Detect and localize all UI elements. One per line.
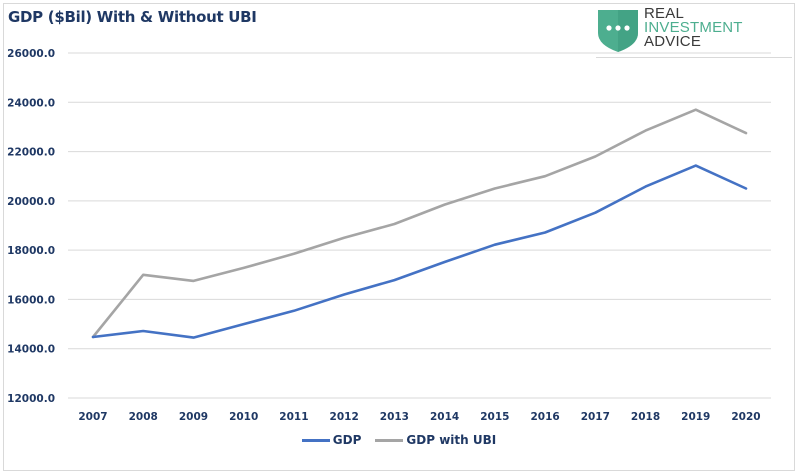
legend-item-gdp: GDP xyxy=(301,433,362,447)
logo: REAL INVESTMENT ADVICE xyxy=(596,5,796,58)
y-tick-label: 24000.0 xyxy=(7,97,55,109)
logo-line-real: REAL xyxy=(644,5,684,22)
x-tick-label: 2008 xyxy=(129,411,158,423)
y-tick-label: 14000.0 xyxy=(7,344,55,356)
logo-divider xyxy=(596,57,792,58)
legend-item-gdp-with-ubi: GDP with UBI xyxy=(375,433,496,447)
y-tick-label: 12000.0 xyxy=(7,393,55,405)
y-tick-label: 18000.0 xyxy=(7,245,55,257)
logo-text: REAL INVESTMENT ADVICE xyxy=(644,5,743,50)
x-tick-label: 2017 xyxy=(581,411,610,423)
y-tick-label: 22000.0 xyxy=(7,147,55,159)
logo-line-investment: INVESTMENT xyxy=(644,19,743,36)
chart-frame xyxy=(3,3,795,471)
x-tick-label: 2020 xyxy=(731,411,760,423)
x-tick-label: 2011 xyxy=(279,411,308,423)
shield-dots-icon xyxy=(598,10,638,52)
x-tick-label: 2019 xyxy=(681,411,710,423)
legend-swatch-gdp-with-ubi xyxy=(375,438,404,442)
x-tick-label: 2015 xyxy=(480,411,509,423)
x-tick-label: 2018 xyxy=(631,411,660,423)
y-tick-label: 16000.0 xyxy=(7,294,55,306)
x-tick-label: 2012 xyxy=(330,411,359,423)
chart-title: GDP ($Bil) With & Without UBI xyxy=(8,8,257,26)
y-tick-label: 26000.0 xyxy=(7,48,55,60)
x-tick-label: 2016 xyxy=(530,411,559,423)
legend-label-gdp: GDP xyxy=(332,433,362,447)
logo-line-advice: ADVICE xyxy=(644,33,702,50)
x-tick-label: 2007 xyxy=(78,411,107,423)
legend-label-gdp-with-ubi: GDP with UBI xyxy=(406,433,497,447)
y-tick-label: 20000.0 xyxy=(7,196,55,208)
series-line-gdp-with-ubi xyxy=(91,108,748,339)
x-tick-label: 2009 xyxy=(179,411,208,423)
x-tick-label: 2010 xyxy=(229,411,258,423)
x-tick-label: 2014 xyxy=(430,411,459,423)
legend-swatch-gdp xyxy=(301,438,330,442)
x-tick-label: 2013 xyxy=(380,411,409,423)
legend: GDP GDP with UBI xyxy=(0,433,798,447)
series-line-gdp xyxy=(91,164,748,339)
